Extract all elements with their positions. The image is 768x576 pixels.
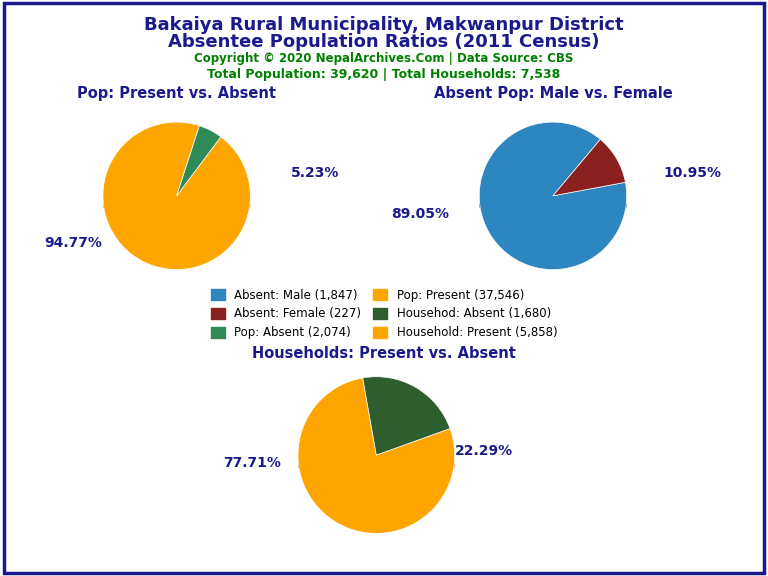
Wedge shape bbox=[553, 139, 625, 196]
Ellipse shape bbox=[298, 444, 455, 487]
Legend: Absent: Male (1,847), Absent: Female (227), Pop: Absent (2,074), Pop: Present (3: Absent: Male (1,847), Absent: Female (22… bbox=[210, 289, 558, 339]
Text: 22.29%: 22.29% bbox=[455, 444, 513, 458]
Wedge shape bbox=[103, 122, 250, 270]
Text: 10.95%: 10.95% bbox=[664, 166, 722, 180]
Text: 5.23%: 5.23% bbox=[291, 166, 339, 180]
Text: Households: Present vs. Absent: Households: Present vs. Absent bbox=[252, 346, 516, 361]
Text: Bakaiya Rural Municipality, Makwanpur District: Bakaiya Rural Municipality, Makwanpur Di… bbox=[144, 16, 624, 34]
Text: Absentee Population Ratios (2011 Census): Absentee Population Ratios (2011 Census) bbox=[168, 33, 600, 51]
Text: Copyright © 2020 NepalArchives.Com | Data Source: CBS: Copyright © 2020 NepalArchives.Com | Dat… bbox=[194, 52, 574, 65]
Wedge shape bbox=[362, 377, 450, 455]
Text: 94.77%: 94.77% bbox=[44, 237, 102, 251]
Text: 77.71%: 77.71% bbox=[223, 456, 281, 470]
Ellipse shape bbox=[103, 185, 250, 226]
Wedge shape bbox=[479, 122, 627, 270]
Ellipse shape bbox=[479, 185, 627, 226]
Title: Absent Pop: Male vs. Female: Absent Pop: Male vs. Female bbox=[434, 86, 672, 101]
Wedge shape bbox=[298, 378, 455, 533]
Text: Total Population: 39,620 | Total Households: 7,538: Total Population: 39,620 | Total Househo… bbox=[207, 68, 561, 81]
Title: Pop: Present vs. Absent: Pop: Present vs. Absent bbox=[77, 86, 276, 101]
Text: 89.05%: 89.05% bbox=[391, 207, 449, 221]
Wedge shape bbox=[177, 126, 221, 196]
